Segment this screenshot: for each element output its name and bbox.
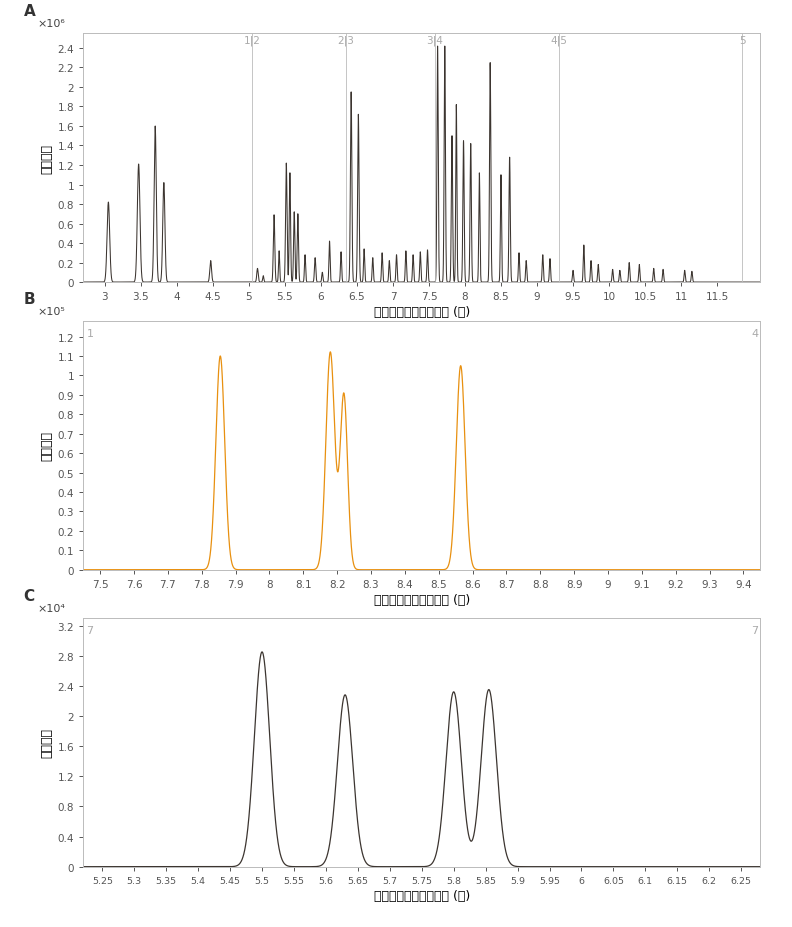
Y-axis label: カウント: カウント: [40, 431, 53, 461]
Text: ×10⁴: ×10⁴: [37, 603, 65, 614]
Text: 2|3: 2|3: [337, 35, 355, 46]
Text: 1: 1: [86, 329, 93, 339]
Y-axis label: カウント: カウント: [40, 144, 53, 173]
X-axis label: カウント取り込み時間 (分): カウント取り込み時間 (分): [374, 593, 470, 606]
Text: 3|4: 3|4: [426, 35, 444, 46]
Text: ×10⁶: ×10⁶: [37, 19, 65, 30]
Text: B: B: [24, 292, 35, 307]
Text: ×10⁵: ×10⁵: [37, 307, 65, 317]
Text: 7: 7: [86, 626, 93, 636]
Text: 1|2: 1|2: [244, 35, 261, 46]
Text: A: A: [24, 5, 36, 19]
X-axis label: カウント取り込み時間 (分): カウント取り込み時間 (分): [374, 306, 470, 319]
Text: 4|5: 4|5: [550, 35, 567, 46]
Text: 4: 4: [751, 329, 758, 339]
Text: C: C: [24, 589, 35, 603]
Y-axis label: カウント: カウント: [40, 728, 53, 757]
X-axis label: カウント取り込み時間 (分): カウント取り込み時間 (分): [374, 889, 470, 902]
Text: 5: 5: [739, 36, 745, 46]
Text: 7: 7: [751, 626, 758, 636]
